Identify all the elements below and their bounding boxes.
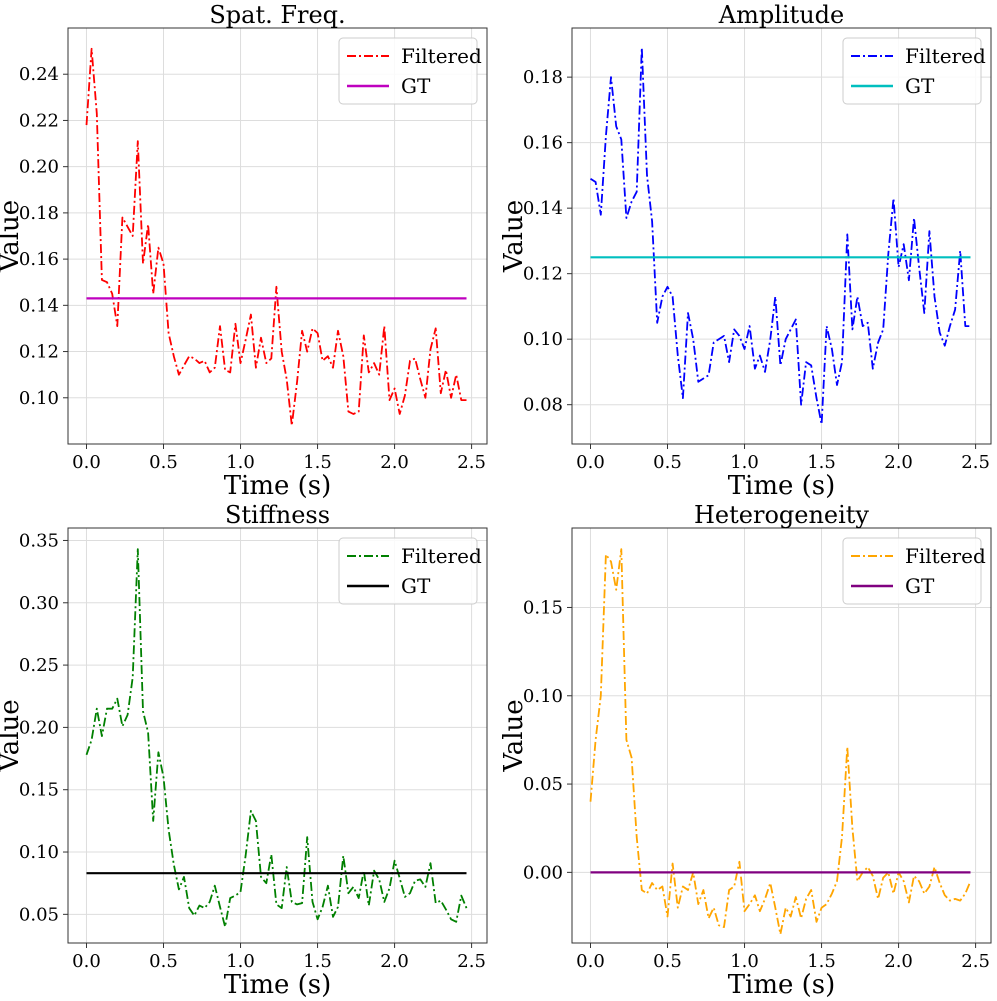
x-tick-label: 0.5 xyxy=(653,951,682,972)
x-tick-label: 2.0 xyxy=(884,452,913,473)
y-tick-label: 0.18 xyxy=(19,203,59,224)
y-tick-label: 0.10 xyxy=(19,842,59,863)
x-axis-label: Time (s) xyxy=(224,471,332,501)
legend-label-gt: GT xyxy=(401,574,431,598)
x-tick-label: 1.0 xyxy=(730,452,759,473)
x-tick-label: 2.0 xyxy=(884,951,913,972)
y-tick-label: 0.24 xyxy=(19,64,59,85)
y-tick-label: 0.00 xyxy=(523,862,563,883)
chart-panel-4: 0.0 0.5 1.0 1.5 2.0 2.5 0.00 0.05 0.10 0.15 Hetero… xyxy=(499,501,992,1000)
y-tick-label: 0.25 xyxy=(19,655,59,676)
plot-frame xyxy=(571,27,992,445)
y-tick-label: 0.30 xyxy=(19,593,59,614)
chart-panel-1: 0.0 0.5 1.0 1.5 2.0 2.5 0.10 0.12 0.14 0.16 0.18 0.… xyxy=(0,1,488,501)
x-tick-label: 1.5 xyxy=(807,951,836,972)
y-axis-label: Value xyxy=(0,200,25,273)
y-tick-label: 0.05 xyxy=(523,774,563,795)
legend-box xyxy=(842,537,982,605)
legend-label-filtered: Filtered xyxy=(905,544,986,568)
x-tick-label: 1.0 xyxy=(226,452,255,473)
y-axis-label: Value xyxy=(0,699,25,772)
chart-panel-3: 0.0 0.5 1.0 1.5 2.0 2.5 0.05 0.10 0.15 0.20 0.25 0.… xyxy=(0,501,488,1000)
legend-box xyxy=(338,37,478,105)
y-axis-label: Value xyxy=(499,699,529,772)
y-tick-label: 0.14 xyxy=(523,198,563,219)
y-tick-label: 0.12 xyxy=(523,264,563,285)
plot-frame xyxy=(67,27,488,445)
y-tick-label: 0.20 xyxy=(19,717,59,738)
series-line-filtered xyxy=(589,548,972,936)
x-axis-label: Time (s) xyxy=(728,471,836,501)
x-tick-label: 1.5 xyxy=(807,452,836,473)
x-tick-label: 2.5 xyxy=(457,452,486,473)
y-tick-label: 0.15 xyxy=(523,597,563,618)
x-tick-label: 0.5 xyxy=(149,951,178,972)
x-tick-label: 2.5 xyxy=(457,951,486,972)
x-tick-label: 2.5 xyxy=(961,452,990,473)
y-tick-label: 0.05 xyxy=(19,904,59,925)
y-tick-label: 0.22 xyxy=(19,110,59,131)
y-tick-label: 0.20 xyxy=(19,157,59,178)
x-tick-label: 0.0 xyxy=(576,452,605,473)
y-tick-label: 0.15 xyxy=(19,780,59,801)
x-tick-label: 2.0 xyxy=(380,951,409,972)
x-tick-label: 1.0 xyxy=(226,951,255,972)
y-tick-label: 0.12 xyxy=(19,342,59,363)
legend-label-gt: GT xyxy=(401,74,431,98)
legend-label-gt: GT xyxy=(905,74,935,98)
legend: Filtered GT xyxy=(338,37,482,105)
legend: Filtered GT xyxy=(842,537,986,605)
y-axis-label: Value xyxy=(499,200,529,273)
x-tick-label: 2.0 xyxy=(380,452,409,473)
y-tick-label: 0.35 xyxy=(19,530,59,551)
chart-title: Heterogeneity xyxy=(694,501,869,529)
x-tick-label: 0.0 xyxy=(576,951,605,972)
series-line-filtered xyxy=(590,46,971,426)
chart-title: Amplitude xyxy=(718,1,844,29)
x-tick-label: 0.5 xyxy=(653,452,682,473)
chart-panel-2: 0.0 0.5 1.0 1.5 2.0 2.5 0.08 0.10 0.12 0.14 0.16 0.… xyxy=(499,1,992,501)
series-line-filtered xyxy=(85,548,468,928)
x-axis-label: Time (s) xyxy=(224,970,332,1000)
y-tick-label: 0.16 xyxy=(19,249,59,270)
legend-box xyxy=(842,37,982,105)
legend-label-filtered: Filtered xyxy=(905,44,986,68)
y-tick-label: 0.14 xyxy=(19,295,59,316)
chart-title: Spat. Freq. xyxy=(209,1,345,29)
legend-label-filtered: Filtered xyxy=(401,44,482,68)
legend-label-filtered: Filtered xyxy=(401,544,482,568)
legend-box xyxy=(338,537,478,605)
legend: Filtered GT xyxy=(338,537,482,605)
series-line-filtered xyxy=(85,47,467,427)
legend-label-gt: GT xyxy=(905,574,935,598)
x-tick-label: 1.0 xyxy=(730,951,759,972)
x-axis-label: Time (s) xyxy=(728,970,836,1000)
x-tick-label: 0.5 xyxy=(149,452,178,473)
chart-title: Stiffness xyxy=(225,501,330,529)
y-tick-label: 0.10 xyxy=(523,329,563,350)
x-tick-label: 1.5 xyxy=(303,452,332,473)
x-tick-label: 0.0 xyxy=(72,951,101,972)
x-tick-label: 1.5 xyxy=(303,951,332,972)
x-tick-label: 0.0 xyxy=(72,452,101,473)
x-tick-label: 2.5 xyxy=(961,951,990,972)
y-tick-label: 0.10 xyxy=(523,686,563,707)
plot-frame xyxy=(571,527,992,944)
legend: Filtered GT xyxy=(842,37,986,105)
y-tick-label: 0.16 xyxy=(523,133,563,154)
y-tick-label: 0.18 xyxy=(523,67,563,88)
y-tick-label: 0.08 xyxy=(523,395,563,416)
y-tick-label: 0.10 xyxy=(19,388,59,409)
plot-frame xyxy=(67,527,488,944)
